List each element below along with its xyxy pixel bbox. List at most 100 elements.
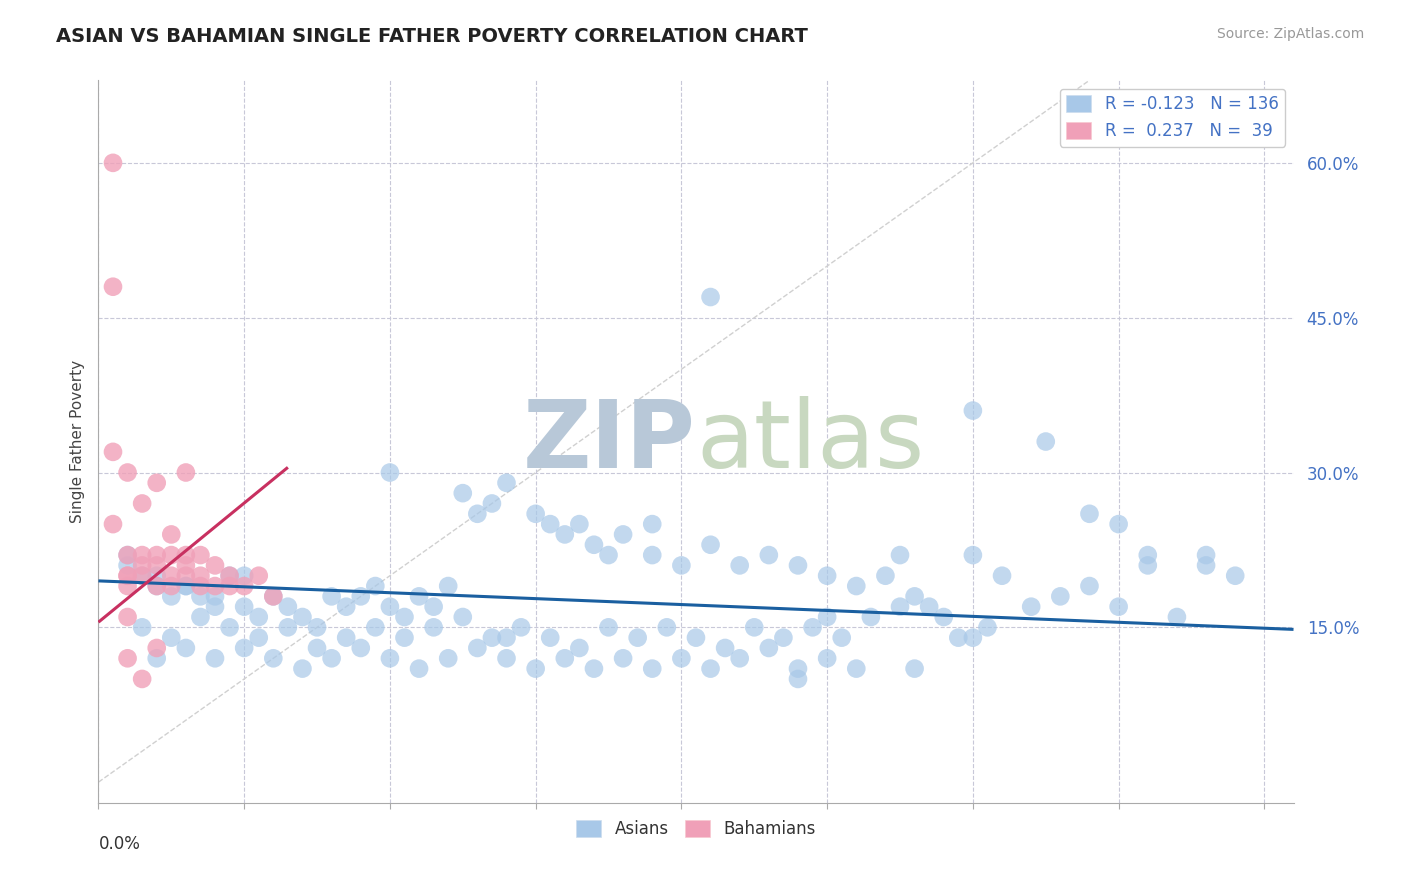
- Point: [1078, 579, 1101, 593]
- Point: [145, 475, 167, 490]
- Point: [233, 568, 256, 582]
- Point: [233, 579, 256, 593]
- Point: [364, 620, 387, 634]
- Point: [889, 548, 911, 562]
- Point: [685, 631, 707, 645]
- Point: [101, 445, 124, 459]
- Point: [699, 538, 721, 552]
- Point: [174, 548, 197, 562]
- Point: [1166, 610, 1188, 624]
- Point: [962, 631, 984, 645]
- Point: [1108, 517, 1130, 532]
- Point: [1049, 590, 1071, 604]
- Point: [772, 631, 794, 645]
- Point: [101, 156, 124, 170]
- Point: [612, 651, 634, 665]
- Point: [117, 548, 139, 562]
- Point: [875, 568, 897, 582]
- Text: Source: ZipAtlas.com: Source: ZipAtlas.com: [1216, 27, 1364, 41]
- Point: [174, 640, 197, 655]
- Point: [495, 651, 517, 665]
- Point: [962, 548, 984, 562]
- Point: [394, 610, 416, 624]
- Point: [364, 579, 387, 593]
- Point: [145, 651, 167, 665]
- Point: [204, 651, 226, 665]
- Point: [1136, 558, 1159, 573]
- Point: [801, 620, 824, 634]
- Point: [787, 672, 810, 686]
- Point: [321, 651, 343, 665]
- Point: [101, 517, 124, 532]
- Point: [538, 631, 561, 645]
- Point: [1225, 568, 1247, 582]
- Point: [467, 640, 489, 655]
- Point: [671, 651, 693, 665]
- Point: [422, 620, 444, 634]
- Point: [277, 599, 299, 614]
- Point: [962, 403, 984, 417]
- Point: [190, 590, 212, 604]
- Point: [174, 568, 197, 582]
- Point: [378, 651, 401, 665]
- Point: [145, 568, 167, 582]
- Point: [262, 590, 284, 604]
- Point: [131, 548, 153, 562]
- Point: [481, 496, 503, 510]
- Point: [481, 631, 503, 645]
- Point: [204, 599, 226, 614]
- Point: [218, 568, 240, 582]
- Point: [190, 548, 212, 562]
- Point: [524, 507, 547, 521]
- Point: [538, 517, 561, 532]
- Point: [174, 466, 197, 480]
- Point: [291, 610, 314, 624]
- Point: [305, 640, 328, 655]
- Point: [117, 651, 139, 665]
- Point: [233, 640, 256, 655]
- Point: [190, 579, 212, 593]
- Point: [932, 610, 955, 624]
- Point: [728, 651, 751, 665]
- Point: [262, 651, 284, 665]
- Point: [598, 548, 620, 562]
- Point: [451, 486, 474, 500]
- Point: [350, 590, 373, 604]
- Point: [758, 548, 780, 562]
- Point: [277, 620, 299, 634]
- Point: [350, 640, 373, 655]
- Point: [131, 620, 153, 634]
- Text: atlas: atlas: [696, 395, 924, 488]
- Point: [247, 631, 270, 645]
- Point: [131, 558, 153, 573]
- Point: [262, 590, 284, 604]
- Point: [627, 631, 650, 645]
- Point: [510, 620, 533, 634]
- Point: [131, 672, 153, 686]
- Point: [582, 662, 605, 676]
- Point: [976, 620, 998, 634]
- Point: [1195, 548, 1218, 562]
- Point: [117, 548, 139, 562]
- Point: [758, 640, 780, 655]
- Point: [190, 610, 212, 624]
- Point: [889, 599, 911, 614]
- Point: [699, 662, 721, 676]
- Point: [145, 579, 167, 593]
- Point: [174, 558, 197, 573]
- Point: [117, 568, 139, 582]
- Point: [903, 590, 925, 604]
- Point: [1108, 599, 1130, 614]
- Point: [101, 279, 124, 293]
- Point: [671, 558, 693, 573]
- Point: [815, 651, 838, 665]
- Point: [815, 610, 838, 624]
- Point: [831, 631, 853, 645]
- Point: [117, 558, 139, 573]
- Point: [131, 568, 153, 582]
- Point: [190, 568, 212, 582]
- Point: [160, 568, 183, 582]
- Point: [335, 631, 357, 645]
- Point: [554, 527, 576, 541]
- Point: [394, 631, 416, 645]
